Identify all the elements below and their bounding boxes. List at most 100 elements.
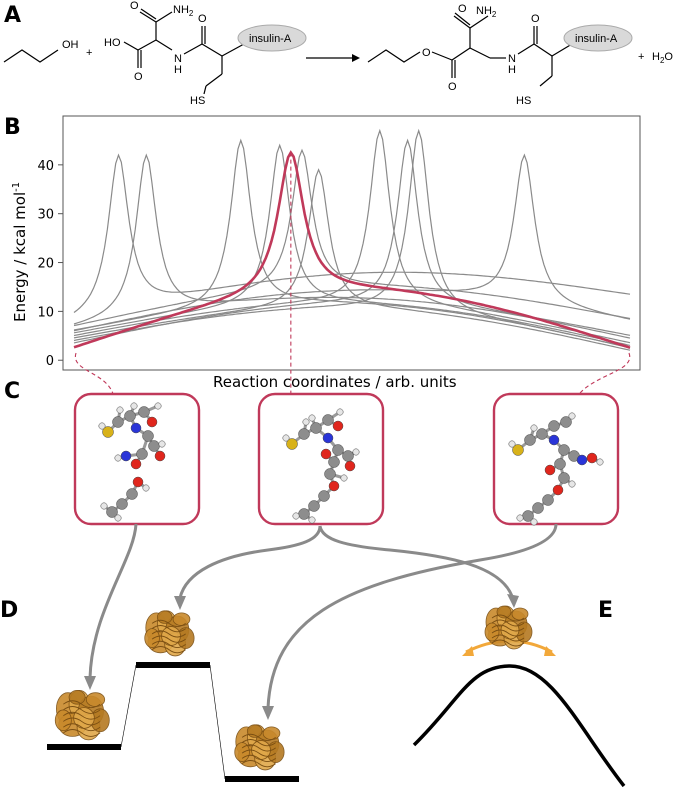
mol-atom	[524, 434, 536, 446]
propanol-chain	[3, 49, 59, 63]
right-peptide-structure: O O O NH2 N H O HS insulin	[367, 3, 633, 107]
arrow-to-ts-level	[178, 525, 322, 599]
protein-ribbon	[491, 639, 525, 647]
y-tick-label: 0	[46, 354, 54, 369]
panel-letter-a: A	[4, 3, 21, 28]
mol-atom	[332, 444, 344, 456]
molecule-reactant	[98, 402, 166, 522]
y-tick-label: 40	[37, 159, 54, 174]
protein-ribbon	[491, 619, 525, 627]
protein-ribbon	[241, 744, 276, 752]
flow-arrows	[88, 523, 558, 709]
mol-atom	[336, 408, 344, 416]
mol-atom	[100, 502, 108, 510]
series-line-6	[73, 168, 631, 351]
propanol-oh-label: OH	[62, 39, 79, 51]
level-reactant	[47, 744, 121, 750]
panel-letter-d: D	[0, 598, 18, 623]
protein-ribbon	[63, 706, 101, 714]
barrier-curve	[412, 664, 626, 788]
mol-atom	[286, 438, 298, 450]
left-hs-label: HS	[190, 95, 205, 107]
mol-atom	[530, 518, 538, 526]
mol-atom	[98, 422, 106, 430]
protein-blob	[511, 607, 529, 621]
series-line-9	[73, 128, 631, 348]
oscillation-arrowhead-left	[462, 646, 474, 656]
mol-atom	[322, 414, 334, 426]
protein-ribbon	[151, 630, 186, 638]
y-axis-ticks: 0 10 20 30 40	[37, 159, 63, 369]
mol-atom	[292, 512, 300, 520]
mol-atom	[138, 406, 150, 418]
arrow-to-ts-curve	[318, 525, 514, 597]
amide-o-label: O	[130, 0, 139, 12]
series-line-highlight	[73, 150, 631, 349]
mol-atom	[536, 428, 548, 440]
right-amide-o-label: O	[458, 3, 467, 15]
protein-ribbon	[241, 739, 276, 747]
protein-ribbon	[241, 754, 276, 762]
mol-atom	[154, 450, 166, 462]
chart-frame	[62, 115, 641, 371]
mol-atom	[328, 456, 340, 468]
mol-atom	[310, 422, 322, 434]
molecule-transition-state	[282, 408, 360, 524]
protein-ribbon	[151, 619, 186, 627]
mol-atom	[102, 426, 114, 438]
insulin-a-left-ellipse	[237, 24, 307, 52]
left-nh2-label: NH2	[173, 4, 194, 18]
mol-atom	[130, 458, 142, 470]
energy-level-diagram	[47, 610, 299, 782]
mol-atom	[576, 454, 588, 466]
mol-atom	[558, 444, 570, 456]
protein-cartoon-reactant	[54, 689, 110, 741]
structure-transition-state	[257, 392, 385, 526]
mol-atom	[512, 444, 524, 456]
mol-atom	[328, 480, 340, 492]
x-axis-label: Reaction coordinates / arb. units	[213, 373, 457, 391]
acid-carbonyl-o-label: O	[134, 71, 143, 83]
protein-ribbon	[491, 634, 525, 642]
mol-atom	[112, 416, 124, 428]
insulin-a-left-label: insulin-A	[249, 33, 292, 45]
protein-blob	[172, 612, 191, 626]
protein-blob	[262, 726, 281, 740]
mol-atom	[298, 508, 310, 520]
mol-atom	[302, 418, 310, 426]
mol-atom	[114, 514, 122, 522]
mol-atom	[332, 420, 344, 432]
energy-curves	[73, 128, 631, 351]
series-line-1	[73, 153, 631, 313]
barrier-diagram	[412, 605, 626, 788]
right-nh2-label: NH2	[476, 5, 497, 19]
protein-ribbon	[491, 629, 525, 637]
y-tick-label: 10	[37, 305, 54, 320]
right-hs-label: HS	[516, 95, 531, 107]
mol-atom	[320, 448, 332, 460]
mol-atom	[542, 494, 554, 506]
protein-cartoon-ts	[144, 610, 195, 657]
protein-ribbon	[151, 635, 186, 643]
mol-atom	[560, 416, 572, 428]
level-connector-2	[209, 664, 226, 780]
right-amide-n-label: N	[508, 53, 516, 65]
mol-atom	[544, 464, 556, 476]
protein-ribbon	[63, 711, 101, 720]
level-connector-1	[120, 664, 137, 748]
protein-blob	[85, 692, 106, 707]
protein-cartoon-product	[234, 724, 285, 771]
series-line-10	[73, 153, 631, 332]
mol-atom	[586, 452, 598, 464]
right-amide-h-label: H	[508, 64, 516, 76]
mol-atom	[552, 484, 564, 496]
left-peptide-structure: HO O O NH2 N H O HS insuli	[104, 0, 307, 107]
mol-atom	[132, 476, 144, 488]
acid-ho-label: HO	[104, 37, 121, 49]
arrow-to-product-level	[266, 523, 558, 709]
protein-ribbon	[491, 624, 525, 632]
insulin-a-right-label: insulin-A	[575, 33, 618, 45]
left-amide-n-label: N	[174, 53, 182, 65]
energy-profile-chart: 0 10 20 30 40 Reaction coordinates / arb. un…	[11, 115, 641, 398]
series-line-5	[73, 148, 631, 327]
